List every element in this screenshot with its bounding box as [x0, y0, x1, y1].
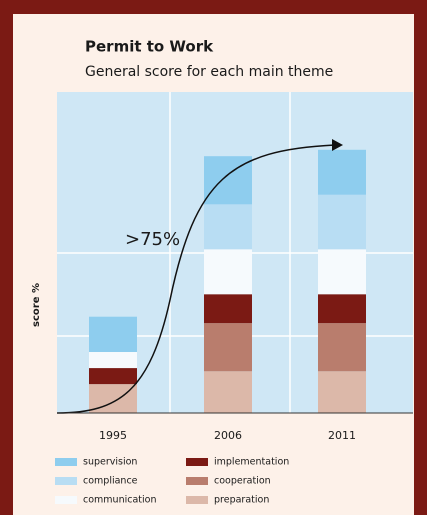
chart-subtitle: General score for each main theme	[85, 64, 333, 80]
arrow-head	[332, 139, 343, 151]
legend-label: communication	[83, 495, 156, 506]
legend: supervision compliance communication implem…	[55, 457, 289, 506]
trend-curve	[56, 144, 336, 414]
bar-segment	[204, 204, 252, 250]
legend-label: implementation	[214, 457, 289, 468]
bar-segment	[204, 371, 252, 413]
y-axis-label: score %	[31, 283, 42, 327]
bar-segment	[318, 194, 366, 250]
bar-segment	[318, 249, 366, 295]
legend-swatch	[55, 477, 77, 485]
legend-swatch	[55, 496, 77, 504]
bar-segment	[89, 368, 137, 385]
bar-segment	[318, 294, 366, 324]
legend-swatch	[55, 458, 77, 466]
legend-label: compliance	[83, 476, 138, 487]
bar-segment	[89, 352, 137, 369]
bar-segment	[204, 294, 252, 324]
bar-segment	[318, 149, 366, 195]
x-tick-label: 2011	[328, 429, 356, 442]
legend-label: cooperation	[214, 476, 271, 487]
bar-segment	[204, 249, 252, 295]
legend-swatch	[186, 496, 208, 504]
chart-title: Permit to Work	[85, 38, 214, 56]
legend-swatch	[186, 477, 208, 485]
x-tick-label: 2006	[214, 429, 242, 442]
legend-label: preparation	[214, 495, 269, 506]
bar-segment	[89, 316, 137, 353]
annotation: >75%	[125, 229, 180, 250]
x-tick-label: 1995	[99, 429, 127, 442]
legend-swatch	[186, 458, 208, 466]
bar-segment	[318, 323, 366, 372]
legend-label: supervision	[83, 457, 137, 468]
bar-segment	[204, 323, 252, 372]
bar-segment	[318, 371, 366, 413]
